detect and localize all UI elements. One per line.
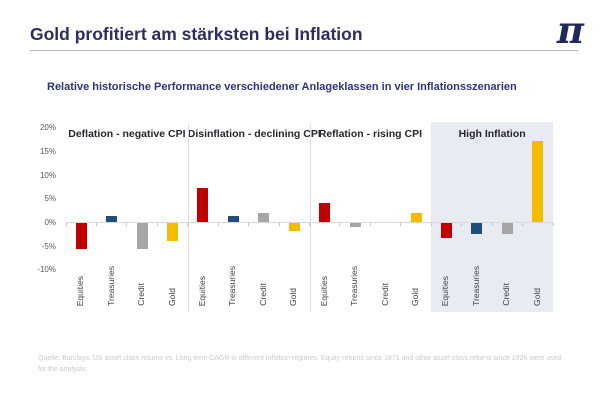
axis-tick [491,223,493,226]
category-label: Treasuries [227,266,238,306]
slot-equities: Equities [310,122,340,312]
category-label: Treasuries [470,266,481,306]
bar-gold [167,223,179,242]
bar-equities [197,187,209,222]
y-axis-label: -10% [37,265,56,275]
category-label: Treasuries [349,266,360,306]
axis-tick [217,223,219,226]
bar-equities [75,223,87,250]
slot-gold: Gold [157,122,187,312]
slot-gold: Gold [279,122,309,312]
slot-gold: Gold [401,122,431,312]
panel-high-inflation: High Inflation Equities Treasuries Credit Go… [430,122,554,312]
bar-treasuries [106,216,118,222]
slot-equities: Equities [188,122,218,312]
axis-tick [95,223,97,226]
category-label: Credit [136,283,147,306]
panel-title: Reflation - rising CPI [318,128,422,140]
bar-treasuries [227,216,239,222]
panel-slots: Equities Treasuries Credit Gold [66,122,188,312]
axis-tick [400,223,402,226]
category-label: Gold [531,288,542,306]
axis-tick [461,223,463,226]
panel-title: Deflation - negative CPI [68,128,186,140]
category-label: Credit [379,283,390,306]
pi-logo-icon: π [556,8,584,52]
panel-slots: Equities Treasuries Credit Gold [431,122,553,312]
bar-treasuries [349,223,361,227]
axis-tick [65,223,67,226]
panel-separator [187,124,189,312]
header-divider [30,50,578,51]
slot-credit: Credit [249,122,279,312]
chart-panels: Deflation - negative CPI Equities Treasuri… [65,122,554,312]
category-label: Gold [288,288,299,306]
bar-credit [136,223,148,249]
y-axis: 20% 15% 10% 5% 0% -5% -10% [30,122,62,292]
panel-disinflation-declining-cpi: Disinflation - declining CPI Equities Trea… [187,122,321,312]
category-label: Treasuries [105,266,116,306]
y-axis-label: 5% [44,194,56,204]
chart: Deflation - negative CPI Equities Treasuri… [65,122,554,317]
panel-separator [309,124,311,312]
chart-subtitle: Relative historische Performance verschi… [47,81,517,93]
category-label: Gold [410,288,421,306]
axis-tick [430,223,432,226]
slot-credit: Credit [127,122,157,312]
bar-treasuries [471,223,483,234]
axis-tick [369,223,371,226]
panel-slots: Equities Treasuries Credit Gold [310,122,432,312]
bar-equities [319,203,331,222]
slot-equities: Equities [431,122,461,312]
slot-credit: Credit [370,122,400,312]
axis-tick [278,223,280,226]
category-label: Credit [501,283,512,306]
category-label: Equities [318,275,329,306]
panel-deflation-negative-cpi: Deflation - negative CPI Equities Treasuri… [65,122,189,312]
slot-treasuries: Treasuries [340,122,370,312]
axis-tick [522,223,524,226]
slot-treasuries: Treasuries [462,122,492,312]
category-label: Equities [440,275,451,306]
axis-tick [126,223,128,226]
y-axis-label: 10% [39,170,56,180]
slot-equities: Equities [66,122,96,312]
category-label: Credit [257,283,268,306]
slot-gold: Gold [523,122,553,312]
axis-tick [339,223,341,226]
y-axis-label: 15% [39,146,56,156]
axis-tick [552,223,554,226]
category-label: Gold [166,288,177,306]
axis-tick [248,223,250,226]
bar-equities [440,223,452,239]
slot-credit: Credit [492,122,522,312]
slot-treasuries: Treasuries [218,122,248,312]
bar-credit [258,212,270,222]
slot-treasuries: Treasuries [96,122,126,312]
category-label: Equities [196,275,207,306]
panel-title: Disinflation - declining CPI [187,128,321,140]
panel-title: High Inflation [458,128,526,140]
source-footnote: Quelle: Barclays. US asset class returns… [38,355,562,374]
bar-gold [532,141,544,222]
y-axis-label: 0% [44,218,56,227]
bar-credit [501,223,513,235]
y-axis-label: 20% [39,123,56,133]
y-axis-label: -5% [41,241,56,251]
panel-reflation-rising-cpi: Reflation - rising CPI Equities Treasuries… [309,122,432,312]
axis-tick [156,223,158,226]
panel-slots: Equities Treasuries Credit Gold [188,122,310,312]
page-title: Gold profitiert am stärksten bei Inflati… [30,24,363,44]
category-label: Equities [75,275,86,306]
bar-gold [410,212,422,222]
bar-gold [288,223,300,231]
